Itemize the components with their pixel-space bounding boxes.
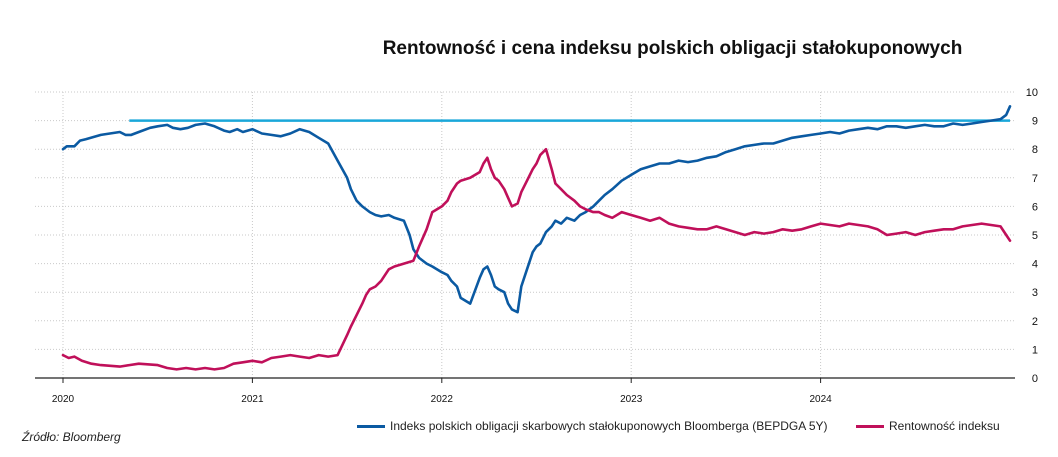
legend-item-yield: Rentowność indeksu	[856, 419, 1000, 433]
y-tick-label: 10	[1026, 87, 1038, 99]
series-line-index	[61, 105, 1012, 314]
y-tick-label: 0	[1032, 373, 1038, 385]
source-note: Źródło: Bloomberg	[22, 430, 121, 444]
x-tick-label: 2020	[52, 394, 75, 405]
y-tick-label: 3	[1032, 287, 1038, 299]
legend-label-index: Indeks polskich obligacji skarbowych sta…	[390, 419, 828, 433]
y-tick-label: 8	[1032, 144, 1038, 156]
y-tick-label: 7	[1032, 173, 1038, 185]
legend-item-index: Indeks polskich obligacji skarbowych sta…	[357, 419, 828, 433]
chart-title: Rentowność i cena indeksu polskich oblig…	[382, 38, 963, 59]
series-line-yield	[61, 147, 1012, 371]
axes: 0 1 2 3 4 5 6 7 8 9 10 2020 2021 2022 2023 2024	[35, 87, 1038, 405]
gridlines	[35, 91, 1015, 379]
x-tick-label: 2022	[431, 394, 454, 405]
x-tick-label: 2023	[620, 394, 643, 405]
legend-swatch-index	[357, 424, 385, 428]
x-tick-label: 2021	[241, 394, 264, 405]
y-tick-label: 5	[1032, 230, 1038, 242]
y-tick-label: 2	[1032, 316, 1038, 328]
x-tick-label: 2024	[809, 394, 832, 405]
y-tick-label: 6	[1032, 201, 1038, 213]
y-tick-label: 9	[1032, 116, 1038, 128]
series-lines	[61, 105, 1012, 371]
y-tick-label: 4	[1032, 259, 1038, 271]
y-tick-label: 1	[1032, 344, 1038, 356]
legend-label-yield: Rentowność indeksu	[889, 419, 1000, 433]
legend-swatch-yield	[856, 424, 884, 428]
